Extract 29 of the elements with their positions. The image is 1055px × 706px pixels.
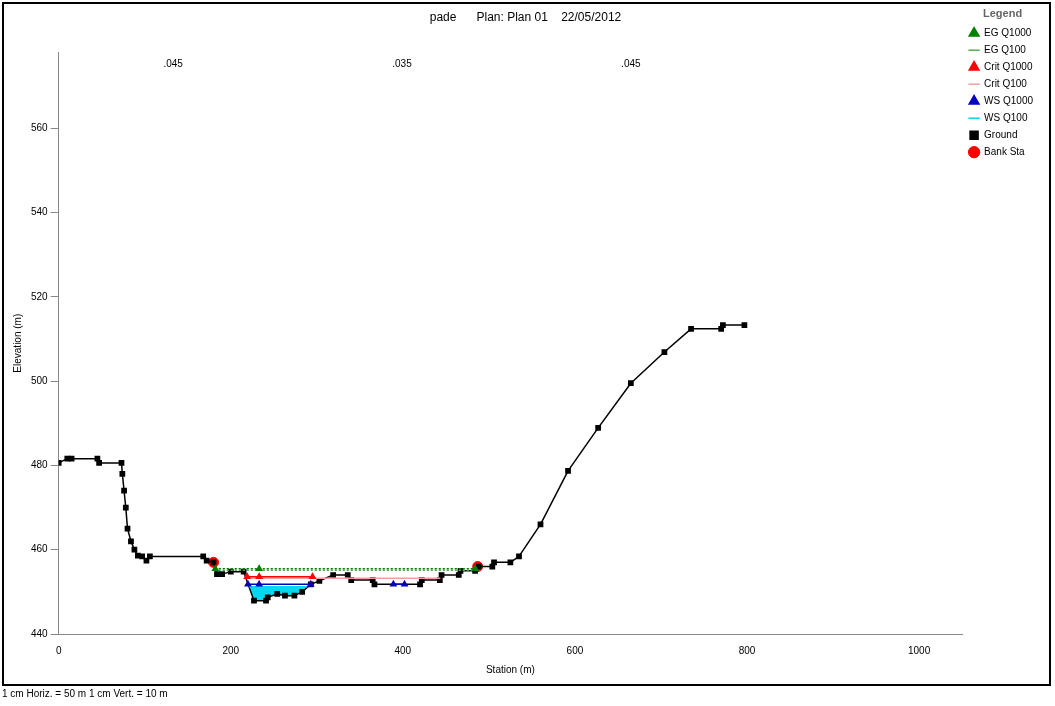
- legend-title: Legend: [982, 6, 1023, 19]
- legend-label: EG Q1000: [984, 26, 1032, 38]
- legend-label: Crit Q100: [984, 77, 1028, 89]
- y-tick-label: 480: [31, 459, 49, 471]
- text: 1 cm Horiz. = 50 m 1 cm Vert. = 10 m: [2, 688, 168, 699]
- annotation: .035: [392, 58, 413, 70]
- y-tick-label: 520: [31, 290, 49, 302]
- x-tick-label: 600: [566, 644, 584, 656]
- annotation: .045: [163, 58, 184, 70]
- legend-label: Ground: [984, 128, 1018, 140]
- legend-label: Bank Sta: [984, 145, 1026, 157]
- y-tick-label: 540: [31, 206, 49, 218]
- x-tick-label: 400: [394, 644, 412, 656]
- annotation: .045: [621, 58, 642, 70]
- y-tick-label: 560: [31, 122, 49, 134]
- legend-label: Crit Q1000: [984, 60, 1033, 72]
- y-tick-label: 460: [31, 543, 49, 555]
- y-axis-title: Elevation (m): [11, 313, 23, 373]
- x-tick-label: 1000: [907, 644, 931, 656]
- x-tick-label: 800: [738, 644, 756, 656]
- x-tick-label: 0: [55, 644, 62, 656]
- legend-label: WS Q1000: [984, 94, 1034, 106]
- legend-label: WS Q100: [984, 111, 1028, 123]
- x-axis-title: Station (m): [485, 663, 535, 675]
- x-tick-label: 200: [222, 644, 240, 656]
- y-tick-label: 500: [31, 374, 49, 386]
- y-tick-label: 440: [31, 627, 49, 639]
- chart-title: pade Plan: Plan 01 22/05/2012: [429, 9, 622, 24]
- legend-label: EG Q100: [984, 43, 1027, 55]
